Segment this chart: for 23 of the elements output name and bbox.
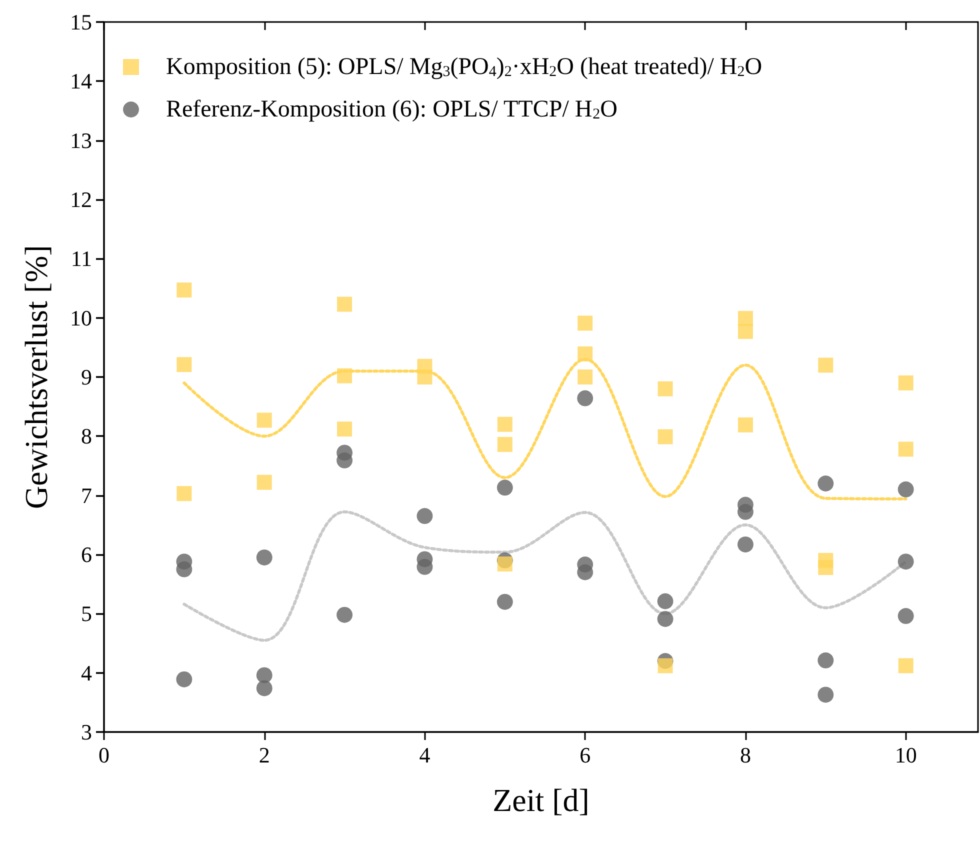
x-tick-label: 6 [580,742,591,768]
y-tick-label: 15 [70,10,92,34]
y-axis-title: Gewichtsverlust [%] [18,245,54,509]
x-axis-title: Zeit [d] [492,782,590,818]
y-tick-label: 5 [81,601,92,626]
legend-label: Referenz-Komposition (6): OPLS/ TTCP/ H2O [166,96,618,122]
y-tick-label: 12 [70,187,92,212]
x-tick-label: 10 [894,742,917,768]
y-tick-label: 8 [81,424,92,449]
y-tick-label: 14 [70,68,92,94]
y-tick-label: 7 [81,482,92,508]
y-tick-label: 13 [70,128,92,153]
x-tick-label: 2 [258,742,270,768]
y-tick-label: 4 [81,660,92,686]
x-tick-label: 0 [98,742,110,768]
y-tick-label: 11 [70,246,92,272]
y-tick-label: 9 [81,364,92,390]
y-tick-label: 3 [81,720,92,744]
x-tick-label: 4 [419,742,430,768]
x-tick-label: 8 [740,742,751,768]
y-tick-label: 10 [70,305,92,330]
text: Komposition (5): OPLS/ Mg3(PO4)2·xH2O (heat treated)/ H2O [166,54,762,80]
y-tick-label: 6 [81,542,92,567]
